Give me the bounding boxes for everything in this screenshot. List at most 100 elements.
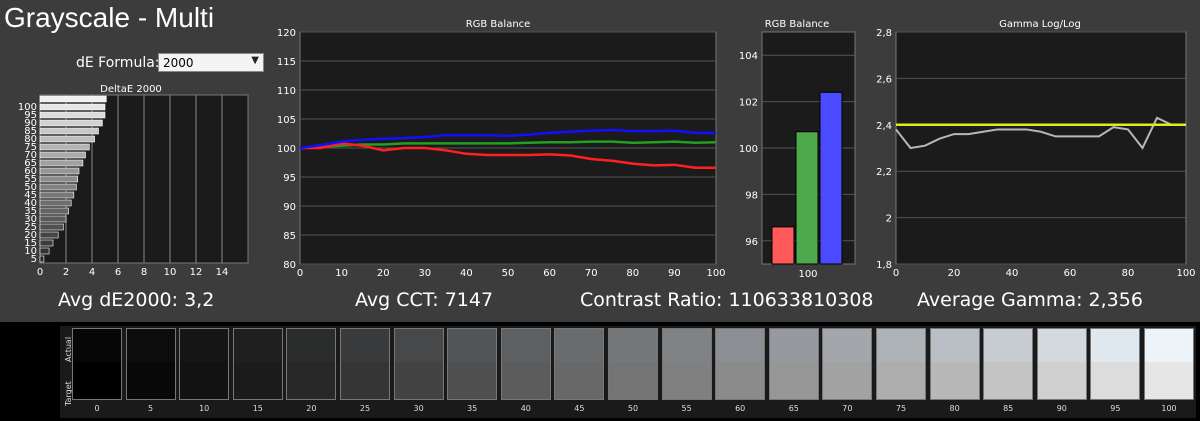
deltae-bar	[39, 119, 103, 127]
gamma-y-tick-label: 2	[886, 214, 892, 225]
deltae-y-tick-label: 60	[24, 166, 37, 177]
swatch-label: 45	[574, 404, 585, 413]
rgb-bar-g	[795, 131, 819, 265]
rgb-bar-y-tick-label: 96	[745, 237, 758, 248]
avg-cct-stat: Avg CCT: 7147	[355, 289, 494, 311]
deltae-y-tick-label: 30	[24, 214, 37, 225]
deltae-y-tick-label: 35	[24, 206, 37, 217]
deltae-y-tick-label: 45	[24, 190, 37, 201]
charts-canvas: DeltaE 2000 5101520253035404550556065707…	[18, 19, 1196, 280]
avg-gamma-stat: Average Gamma: 2,356	[917, 289, 1143, 311]
swatch-target-5	[125, 362, 176, 400]
gamma-measured-line	[895, 116, 1186, 150]
swatch-target-45	[554, 362, 605, 400]
swatch-actual-55	[661, 328, 712, 362]
deltae-x-tick-label: 2	[63, 267, 69, 278]
rgb-bar-y-tick-label: 102	[739, 98, 758, 109]
rgb-line-chart-title: RGB Balance	[466, 19, 531, 30]
swatch-actual-60	[715, 328, 766, 362]
deltae-y-tick-label: 65	[24, 158, 37, 169]
swatch-target-40	[500, 362, 551, 400]
deltae-x-tick-label: 14	[216, 267, 229, 278]
deltae-bar	[39, 111, 106, 119]
swatch-actual-0	[72, 328, 122, 362]
swatch-target-50	[608, 362, 658, 400]
swatch-label: 75	[895, 404, 907, 413]
deltae-y-tick-label: 70	[24, 150, 37, 161]
swatch-actual-85	[983, 328, 1034, 362]
swatch-label: 30	[413, 404, 424, 413]
deltae-y-tick-label: 25	[24, 222, 37, 233]
swatch-target-20	[286, 362, 337, 400]
deltae-x-tick-label: 4	[89, 267, 95, 278]
swatch-target-30	[393, 362, 444, 400]
contrast-ratio-stat: Contrast Ratio: 110633810308	[580, 289, 874, 311]
swatch-target-100	[1144, 362, 1194, 400]
deltae-y-tick-label: 75	[24, 142, 37, 153]
deltae-y-tick-label: 15	[24, 238, 37, 249]
rgb-line-y-tick-label: 110	[277, 86, 296, 97]
rgb-bar-y-tick-label: 104	[739, 51, 758, 62]
deltae-bar	[39, 183, 77, 191]
swatch-actual-15	[232, 328, 283, 362]
rgb-bar-y-tick-label: 100	[739, 144, 758, 155]
deltae-y-tick-label: 100	[18, 102, 37, 113]
deltae-bar	[39, 199, 72, 207]
deltae-y-tick-label: 85	[24, 126, 37, 137]
deltae-y-tick-label: 90	[24, 118, 37, 129]
deltae-bar	[39, 239, 54, 247]
gamma-y-tick-label: 2,6	[876, 74, 892, 85]
swatch-actual-35	[447, 328, 498, 362]
de-formula-label: dE Formula:	[76, 55, 160, 71]
swatch-target-0	[72, 362, 122, 400]
swatch-label: 0	[94, 404, 100, 413]
swatch-label: 55	[681, 404, 692, 413]
gamma-plot-area	[895, 31, 1187, 265]
deltae-bar	[39, 135, 95, 143]
gamma-chart-title: Gamma Log/Log	[999, 19, 1081, 30]
de-formula-dropdown[interactable]: 2000 ▼	[158, 53, 264, 72]
rgb-line-x-tick-label: 60	[543, 268, 556, 279]
deltae-bar	[39, 167, 80, 175]
gamma-x-tick-label: 100	[1176, 268, 1195, 279]
deltae-bar	[39, 207, 69, 215]
swatch-actual-20	[286, 328, 337, 362]
swatch-label: 100	[1161, 404, 1177, 413]
deltae-bar	[39, 159, 84, 167]
gamma-y-tick-label: 2,2	[876, 167, 892, 178]
swatch-target-25	[340, 362, 390, 400]
rgb-line-y-tick-label: 100	[277, 144, 296, 155]
deltae-y-tick-label: 5	[31, 254, 37, 265]
rgb-line-y-tick-label: 115	[277, 57, 296, 68]
rgb-line-x-tick-label: 90	[668, 268, 681, 279]
rgb-line-x-tick-label: 10	[335, 268, 348, 279]
rgb-line-x-tick-label: 30	[418, 268, 431, 279]
deltae-y-tick-label: 55	[24, 174, 37, 185]
deltae-x-tick-label: 8	[141, 267, 147, 278]
swatch-target-95	[1090, 362, 1141, 400]
gamma-x-tick-label: 60	[1064, 268, 1077, 279]
swatch-actual-75	[876, 328, 926, 362]
rgb-line-y-tick-label: 90	[283, 202, 296, 213]
swatch-target-70	[822, 362, 873, 400]
rgb-bar-b	[819, 91, 843, 265]
deltae-bar	[39, 95, 107, 103]
swatch-label: 5	[148, 404, 154, 413]
deltae-bar	[39, 143, 90, 151]
swatch-target-80	[929, 362, 980, 400]
rgb-line-x-tick-label: 80	[626, 268, 639, 279]
rgb-line-y-tick-label: 120	[277, 28, 296, 39]
swatch-actual-65	[768, 328, 819, 362]
swatch-target-75	[876, 362, 926, 400]
rgb-line-y-tick-label: 85	[283, 231, 296, 242]
deltae-chart-title: DeltaE 2000	[100, 84, 162, 95]
swatch-label: 25	[359, 404, 371, 413]
swatch-label: 80	[949, 404, 960, 413]
swatch-actual-50	[608, 328, 658, 362]
window-title: Grayscale - Multi	[4, 2, 215, 33]
deltae-bar	[39, 231, 59, 239]
gamma-x-tick-label: 80	[1122, 268, 1135, 279]
swatch-actual-70	[822, 328, 873, 362]
deltae-x-tick-label: 6	[115, 267, 121, 278]
swatch-label: 50	[627, 404, 639, 413]
